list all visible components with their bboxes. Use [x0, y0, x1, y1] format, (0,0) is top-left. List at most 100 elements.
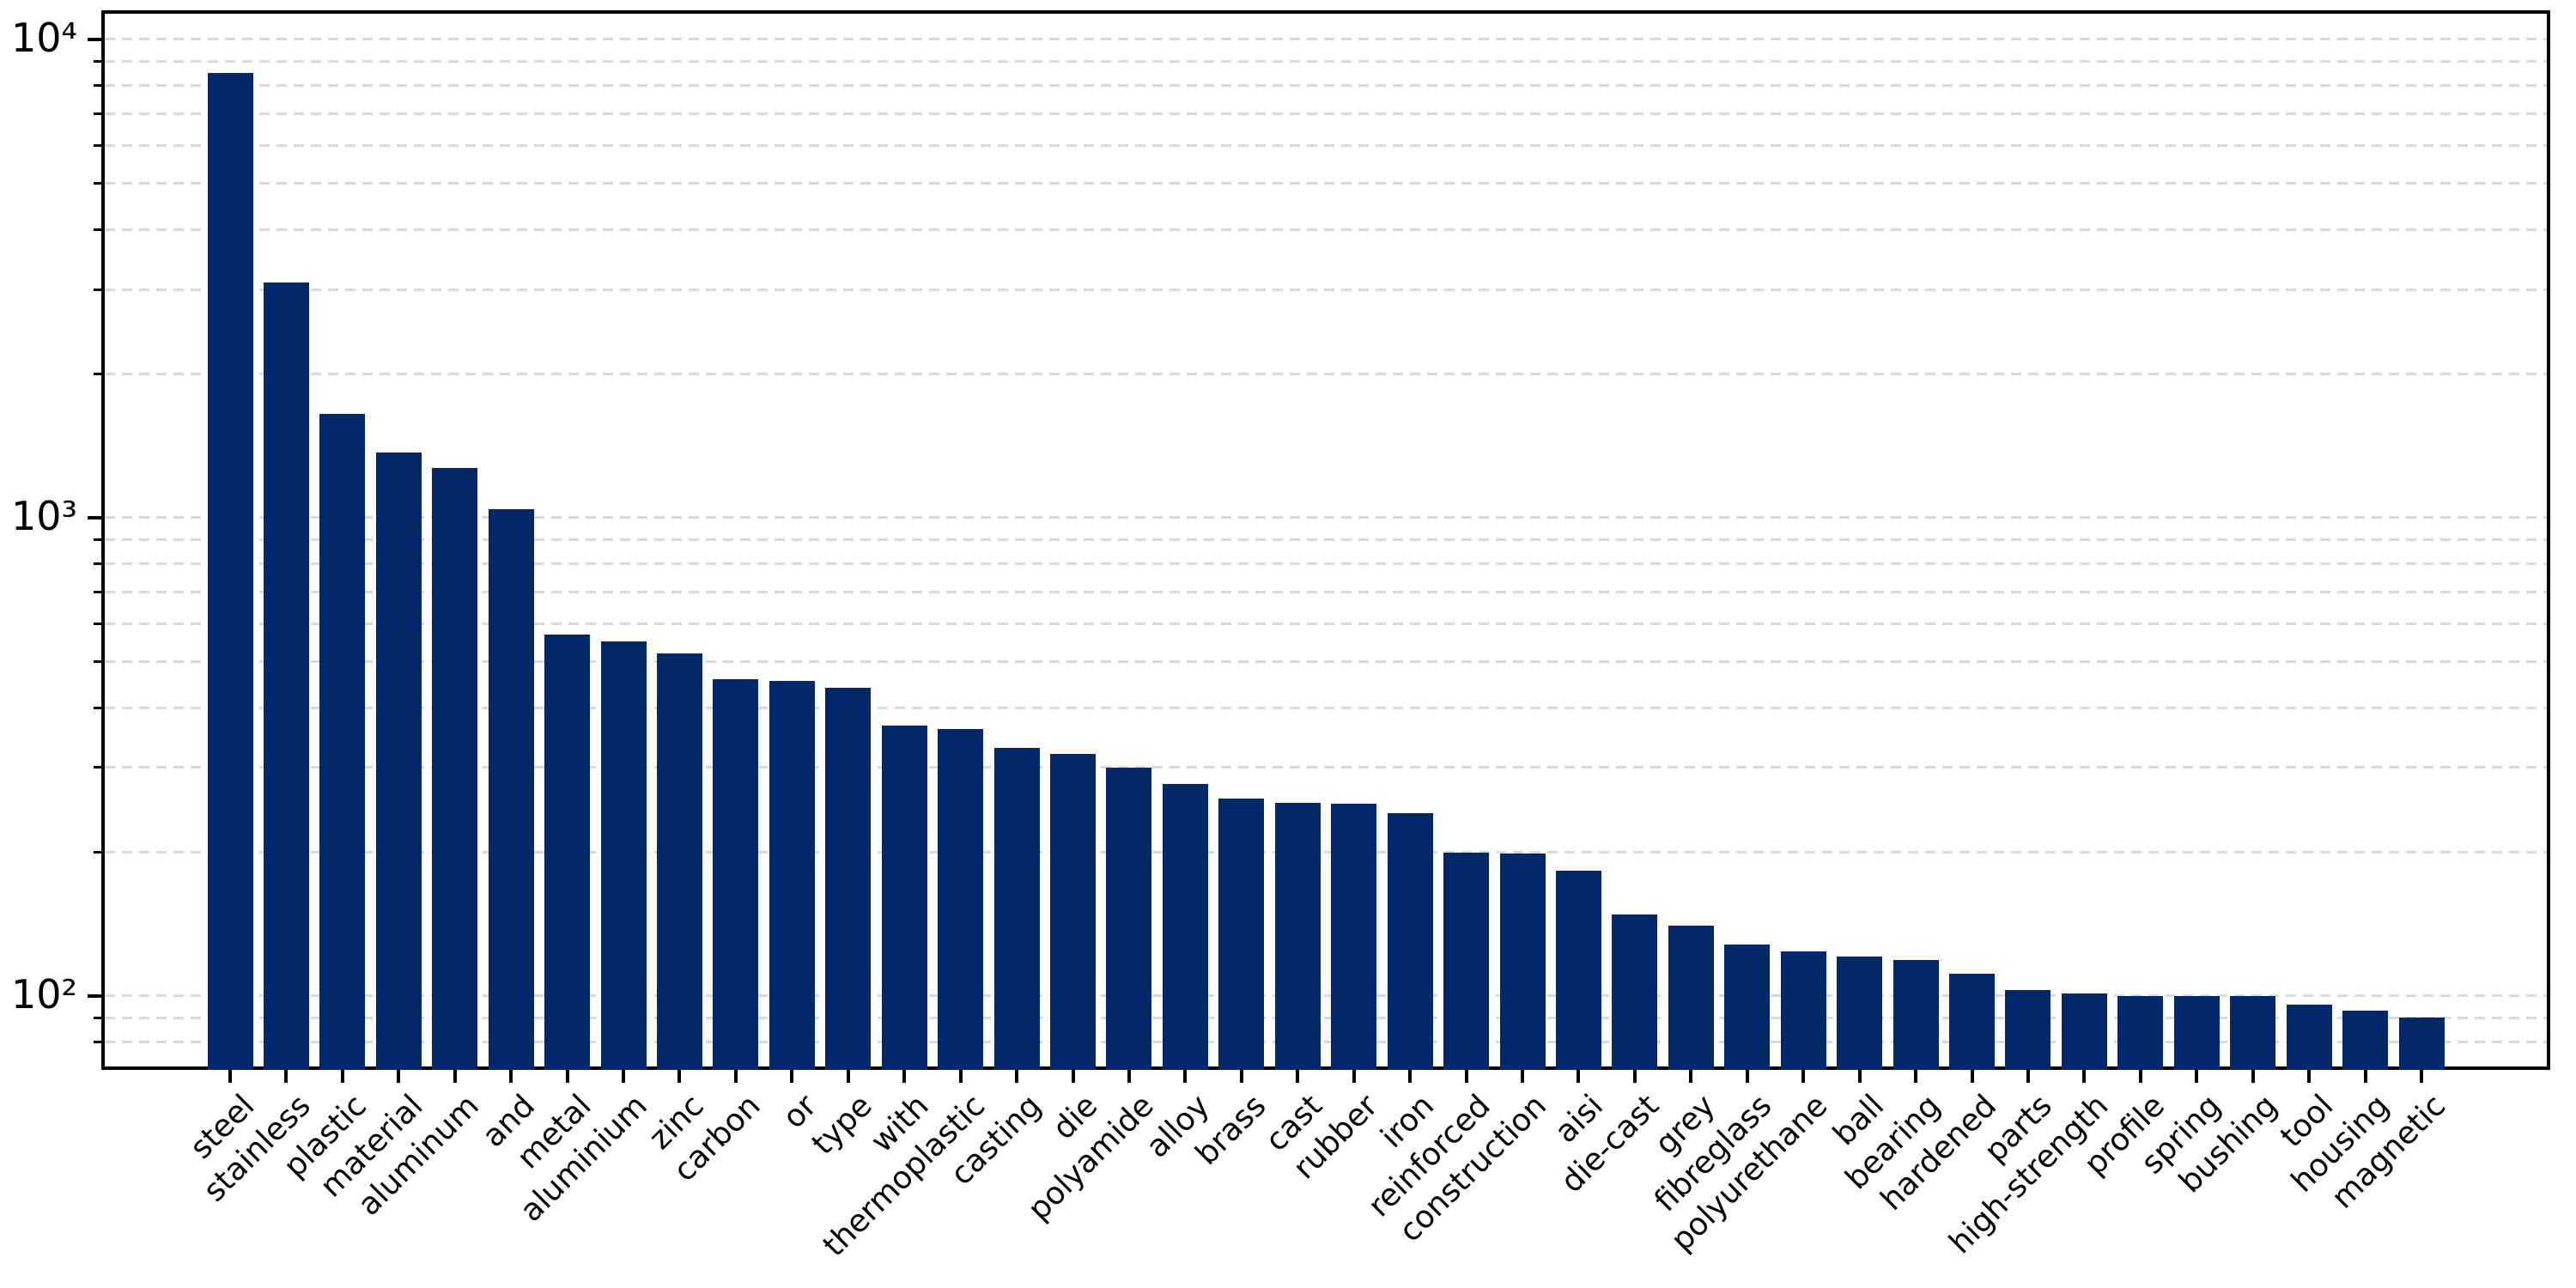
bar	[769, 681, 815, 1070]
x-tick	[846, 1070, 850, 1083]
bar	[656, 653, 702, 1070]
gridline	[105, 59, 2547, 63]
x-tick	[565, 1070, 569, 1083]
y-minor-tick	[94, 181, 101, 185]
x-tick	[622, 1070, 626, 1083]
x-tick	[1183, 1070, 1188, 1083]
y-minor-tick	[94, 228, 101, 231]
bar	[2398, 1018, 2445, 1070]
x-tick	[1521, 1070, 1525, 1083]
bar	[2005, 989, 2051, 1070]
x-tick	[340, 1070, 344, 1083]
bar	[600, 641, 647, 1070]
bar	[2061, 993, 2107, 1070]
bar	[938, 728, 984, 1070]
x-tick	[228, 1070, 232, 1083]
x-tick	[2307, 1070, 2312, 1083]
x-tick	[2420, 1070, 2423, 1083]
x-tick	[1239, 1070, 1243, 1083]
x-tick	[1857, 1070, 1862, 1083]
gridline	[105, 181, 2547, 185]
y-minor-tick	[94, 850, 101, 854]
bar	[1218, 798, 1265, 1070]
x-tick	[2195, 1070, 2199, 1083]
bar	[1612, 914, 1658, 1070]
gridline	[105, 562, 2547, 566]
gridline	[105, 112, 2547, 115]
bar	[2117, 995, 2164, 1070]
x-tick	[453, 1070, 457, 1083]
x-tick	[1464, 1070, 1468, 1083]
bar	[1893, 959, 1939, 1070]
bar	[319, 413, 366, 1070]
x-tick	[1970, 1070, 1974, 1083]
x-tick	[397, 1070, 401, 1083]
x-tick	[958, 1070, 963, 1083]
x-tick	[1577, 1070, 1581, 1083]
gridline	[105, 659, 2547, 663]
bar	[2230, 995, 2276, 1070]
gridline	[105, 994, 2547, 998]
x-tick	[1352, 1070, 1356, 1083]
bar	[881, 725, 927, 1070]
x-tick	[733, 1070, 738, 1083]
bar	[544, 634, 591, 1070]
y-major-tick	[88, 37, 101, 41]
bar	[207, 73, 253, 1070]
bar	[432, 467, 478, 1070]
y-major-tick	[88, 515, 101, 519]
y-minor-tick	[94, 1041, 101, 1044]
y-tick-label: 10²	[11, 970, 77, 1018]
bar	[1724, 945, 1771, 1070]
bar	[713, 678, 759, 1070]
x-tick	[2138, 1070, 2142, 1083]
gridline	[105, 622, 2547, 625]
bar	[1837, 956, 1883, 1070]
x-tick-label: type	[805, 1088, 880, 1163]
gridline	[105, 84, 2547, 88]
bar	[375, 452, 422, 1070]
y-minor-tick	[94, 766, 101, 769]
gridline	[105, 590, 2547, 593]
bar	[1387, 812, 1433, 1070]
bar	[1443, 853, 1490, 1070]
x-tick	[1745, 1070, 1749, 1083]
x-tick	[1408, 1070, 1413, 1083]
gridline	[105, 766, 2547, 769]
x-tick	[2363, 1070, 2367, 1083]
gridline	[105, 1041, 2547, 1044]
gridline	[105, 38, 2547, 41]
x-tick	[2026, 1070, 2030, 1083]
x-tick	[1914, 1070, 1918, 1083]
y-minor-tick	[94, 372, 101, 375]
bar	[1949, 974, 1995, 1070]
bar	[1499, 854, 1546, 1070]
x-tick	[1689, 1070, 1693, 1083]
x-tick	[2082, 1070, 2087, 1083]
bar	[1780, 951, 1826, 1070]
x-tick	[509, 1070, 513, 1083]
gridline	[105, 372, 2547, 375]
bar	[263, 283, 309, 1070]
bar	[993, 747, 1040, 1070]
gridline	[105, 706, 2547, 709]
x-tick	[1296, 1070, 1300, 1083]
x-tick	[2251, 1070, 2255, 1083]
x-tick	[1801, 1070, 1806, 1083]
bar	[2286, 1004, 2332, 1070]
bar	[1274, 803, 1321, 1070]
y-minor-tick	[94, 59, 101, 63]
y-tick-label: 10³	[11, 492, 77, 539]
bar	[1668, 926, 1714, 1070]
bar	[1050, 754, 1097, 1070]
y-minor-tick	[94, 143, 101, 147]
gridline	[105, 1016, 2547, 1019]
y-minor-tick	[94, 562, 101, 566]
y-minor-tick	[94, 84, 101, 88]
x-tick	[902, 1070, 907, 1083]
bar	[825, 688, 872, 1070]
y-minor-tick	[94, 112, 101, 115]
x-tick	[677, 1070, 682, 1083]
bar	[1162, 784, 1208, 1070]
bar	[1106, 767, 1152, 1070]
